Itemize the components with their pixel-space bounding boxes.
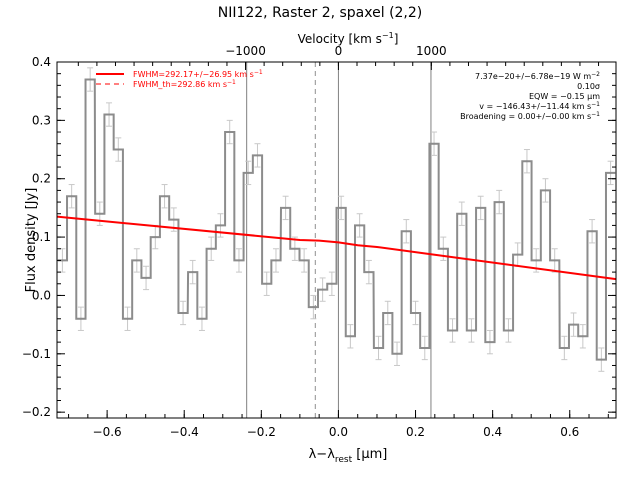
top-axis-label-sup: −1: [382, 31, 394, 40]
spectrum-point-32: [358, 224, 361, 227]
spectrum-point-16: [210, 247, 213, 250]
x-axis-label-sub: rest: [335, 455, 353, 465]
spectrum-point-47: [498, 201, 501, 204]
spectrum-point-15: [200, 317, 203, 320]
legend: FWHM=292.17+/−26.95 km s−1FWHM_th=292.86…: [96, 69, 263, 89]
spectrum-point-5: [108, 113, 111, 116]
spectrum-point-17: [219, 224, 222, 227]
x-tick-label-2: −0.2: [247, 425, 276, 439]
plot-frame: [56, 61, 617, 419]
velocity-tick-label-2: 1000: [416, 44, 447, 58]
annotation-line-1: 0.10σ: [577, 82, 600, 91]
top-axis-label: Velocity [km s−1]: [298, 31, 399, 46]
spectrum-point-36: [396, 352, 399, 355]
spectrum-point-54: [563, 346, 566, 349]
spectrum-point-58: [600, 358, 603, 361]
spectrum-point-37: [405, 230, 408, 233]
spectrum-point-3: [89, 78, 92, 81]
spectrum-point-38: [414, 311, 417, 314]
annotation-line-2: EQW = −0.15 μm: [529, 92, 600, 101]
spectrum-point-14: [191, 271, 194, 274]
y-tick-label-4: 0.2: [32, 172, 51, 186]
y-tick-label-3: 0.1: [32, 230, 51, 244]
legend-label-0: FWHM=292.17+/−26.95 km s−1: [133, 69, 263, 79]
spectrum-point-49: [516, 253, 519, 256]
spectrum-steps: [57, 78, 616, 361]
spectrum-point-44: [470, 329, 473, 332]
x-tick-label-1: −0.4: [170, 425, 199, 439]
spectrum-point-9: [145, 276, 148, 279]
spectrum-point-34: [377, 346, 380, 349]
spectrum-point-26: [303, 259, 306, 262]
velocity-tick-label-0: −1000: [225, 44, 266, 58]
spectrum-point-29: [330, 282, 333, 285]
spectrum-point-35: [386, 311, 389, 314]
x-tick-label-6: 0.6: [560, 425, 579, 439]
spectrum-point-55: [572, 323, 575, 326]
annotation-line-4: Broadening = 0.00+/−0.00 km s−1: [460, 111, 600, 121]
chart-title: NII122, Raster 2, spaxel (2,2): [218, 5, 423, 21]
spectrum-point-23: [274, 259, 277, 262]
legend-label-1: FWHM_th=292.86 km s−1: [133, 79, 236, 89]
velocity-tick-label-1: 0: [335, 44, 343, 58]
spectrum-point-30: [340, 206, 343, 209]
y-tick-label-2: 0.0: [32, 288, 51, 302]
spectrum-point-20: [247, 171, 250, 174]
x-axis-label: λ−λrest [μm]: [309, 447, 388, 465]
spectrum-point-59: [609, 171, 612, 174]
spectrum-point-12: [172, 218, 175, 221]
spectrum-point-24: [284, 206, 287, 209]
spectrum-point-1: [70, 195, 73, 198]
x-tick-label-0: −0.6: [93, 425, 122, 439]
spectrum-point-40: [433, 142, 436, 145]
annotation-line-0: 7.37e−20+/−6.78e−19 W m−2: [475, 71, 600, 81]
y-axis-label: Flux density [Jy]: [24, 188, 39, 293]
annotation-line-3: v = −146.43+/−11.44 km s−1: [479, 101, 600, 111]
spectrum-point-43: [460, 212, 463, 215]
spectrum-point-52: [544, 189, 547, 192]
spectrum-point-46: [488, 341, 491, 344]
x-axis-label-unit: [μm]: [352, 447, 387, 462]
y-tick-label-6: 0.4: [32, 55, 51, 69]
plot-area: −0.6 −0.4 −0.2 0.0 0.2 0.4 0.6 −1000 0 1000 −0.2 −0…: [22, 44, 617, 439]
spectrum-point-56: [581, 335, 584, 338]
spectrum-point-21: [256, 154, 259, 157]
x-tick-label-5: 0.4: [483, 425, 502, 439]
spectrum-point-51: [535, 259, 538, 262]
spectrum-point-19: [237, 259, 240, 262]
y-tick-label-0: −0.2: [22, 405, 51, 419]
x-tick-label-3: 0.0: [329, 425, 348, 439]
spectrum-point-33: [367, 271, 370, 274]
spectrum-point-10: [154, 236, 157, 239]
spectrum-point-27: [312, 306, 315, 309]
spectrum-point-22: [265, 282, 268, 285]
fit-line: [56, 215, 617, 281]
spectrum-point-18: [228, 131, 231, 134]
spectrum-point-8: [135, 259, 138, 262]
spectrum-point-39: [423, 346, 426, 349]
x-tick-label-4: 0.2: [406, 425, 425, 439]
y-tick-label-5: 0.3: [32, 113, 51, 127]
spectrum-point-31: [349, 335, 352, 338]
spectrum-point-41: [442, 247, 445, 250]
top-axis-label-end: ]: [394, 32, 399, 46]
spectrum-point-7: [126, 317, 129, 320]
spectrum-point-13: [182, 311, 185, 314]
spectrum-point-45: [479, 206, 482, 209]
spectrum-point-42: [451, 329, 454, 332]
spectrum-point-48: [507, 329, 510, 332]
spectrum-point-57: [591, 230, 594, 233]
spectrum-point-28: [321, 288, 324, 291]
spectrum-point-2: [79, 317, 82, 320]
spectrum-point-4: [98, 212, 101, 215]
spectrum-point-11: [163, 195, 166, 198]
spectrum-point-6: [117, 148, 120, 151]
spectrum-point-0: [61, 259, 64, 262]
spectrum-point-50: [525, 160, 528, 163]
spectrum-point-53: [553, 259, 556, 262]
y-tick-label-1: −0.1: [22, 347, 51, 361]
spectrum-point-25: [293, 247, 296, 250]
